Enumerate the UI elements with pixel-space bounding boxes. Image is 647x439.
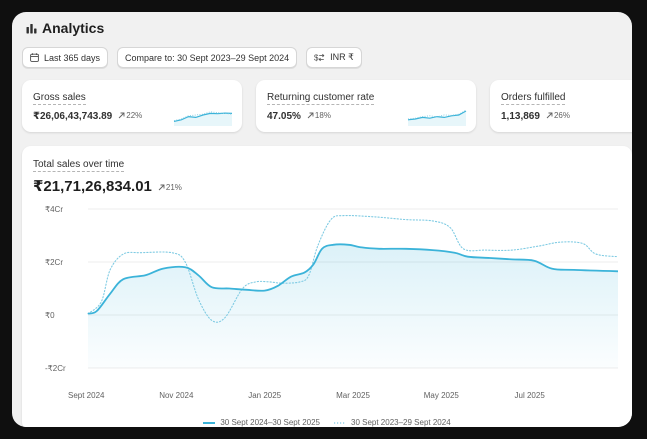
chart-delta: 21% (158, 183, 182, 192)
trend-up-icon (546, 112, 553, 119)
trend-up-icon (307, 112, 314, 119)
total-sales-card: Total sales over time ₹21,71,26,834.01 2… (22, 146, 632, 427)
metric-value: 47.05% (267, 111, 301, 122)
x-tick-label: Mar 2025 (336, 391, 370, 400)
metric-delta-value: 22% (126, 111, 143, 120)
legend-item-current[interactable]: 30 Sept 2024–30 Sept 2025 (203, 418, 320, 427)
metric-label: Returning customer rate (267, 92, 375, 105)
compare-button[interactable]: Compare to: 30 Sept 2023–29 Sept 2024 (117, 47, 298, 68)
y-tick-label: ₹0 (45, 311, 55, 320)
metric-value-row: 47.05% 18% (267, 111, 331, 122)
x-tick-label: Sept 2024 (68, 391, 105, 400)
page-title-text: Analytics (42, 20, 105, 36)
currency-button[interactable]: $ INR ₹ (306, 47, 362, 68)
metric-delta: 22% (118, 111, 142, 120)
sparkline-area (174, 113, 232, 126)
metric-value-row: 1,13,869 26% (501, 111, 570, 122)
metric-delta-value: 26% (553, 111, 570, 120)
sparkline-area (408, 111, 466, 126)
metric-card-returning-customer-rate[interactable]: Returning customer rate 47.05% 18% (256, 80, 476, 132)
sparkline-returning-customer-rate (407, 109, 467, 126)
filter-bar: Last 365 days Compare to: 30 Sept 2023–2… (22, 47, 362, 68)
chart-total-value: ₹21,71,26,834.01 (33, 178, 152, 195)
metric-delta: 26% (546, 111, 570, 120)
x-tick-label: Nov 2024 (159, 391, 194, 400)
y-tick-label: -₹2Cr (45, 364, 66, 373)
metric-card-orders-fulfilled[interactable]: Orders fulfilled 1,13,869 26% (490, 80, 632, 132)
trend-up-icon (118, 112, 125, 119)
legend-solid-swatch (203, 421, 216, 424)
metric-value-row: ₹26,06,43,743.89 22% (33, 111, 142, 122)
series-line-current[interactable] (87, 243, 619, 315)
currency-exchange-icon: $ (314, 54, 325, 63)
chart-value-row: ₹21,71,26,834.01 21% (33, 177, 182, 195)
sparkline-line (407, 109, 467, 120)
svg-text:$: $ (314, 54, 319, 63)
series-area-current (88, 244, 618, 368)
metric-delta-value: 18% (314, 111, 331, 120)
legend-dotted-swatch (334, 421, 346, 424)
sparkline-gross-sales (173, 111, 233, 126)
x-tick-label: May 2025 (424, 391, 460, 400)
chart-title[interactable]: Total sales over time (33, 159, 125, 172)
x-tick-label: Jan 2025 (248, 391, 281, 400)
trend-up-icon (158, 184, 165, 191)
legend-label: 30 Sept 2024–30 Sept 2025 (220, 418, 320, 427)
series-line-previous[interactable] (87, 214, 619, 323)
currency-label: INR ₹ (330, 52, 354, 62)
y-tick-label: ₹4Cr (45, 205, 63, 214)
x-tick-label: Jul 2025 (515, 391, 546, 400)
chart-legend: 30 Sept 2024–30 Sept 2025 30 Sept 2023–2… (22, 418, 632, 427)
sparkline-line (173, 111, 233, 122)
legend-item-previous[interactable]: 30 Sept 2023–29 Sept 2024 (334, 418, 451, 427)
metric-card-gross-sales[interactable]: Gross sales ₹26,06,43,743.89 22% (22, 80, 242, 132)
page-title: Analytics (26, 20, 104, 36)
metric-value: ₹26,06,43,743.89 (33, 111, 113, 122)
legend-label: 30 Sept 2023–29 Sept 2024 (351, 418, 451, 427)
date-range-label: Last 365 days (44, 52, 101, 63)
metric-delta: 18% (307, 111, 331, 120)
date-range-button[interactable]: Last 365 days (22, 47, 109, 68)
chart-delta-value: 21% (165, 183, 182, 192)
y-tick-label: ₹2Cr (45, 258, 63, 267)
sales-line-chart[interactable]: ₹4Cr ₹2Cr ₹0 -₹2Cr Sept 2024 Nov 2024 Jan 2025… (22, 146, 632, 416)
sparkline-line (173, 112, 233, 122)
metric-label: Gross sales (33, 92, 86, 105)
compare-label: Compare to: 30 Sept 2023–29 Sept 2024 (125, 52, 290, 63)
bar-chart-icon (26, 23, 37, 33)
metric-value: 1,13,869 (501, 111, 540, 122)
metric-label: Orders fulfilled (501, 92, 566, 105)
analytics-window: Analytics Last 365 days Compare to: 30 S… (12, 12, 632, 427)
calendar-icon (30, 53, 39, 62)
